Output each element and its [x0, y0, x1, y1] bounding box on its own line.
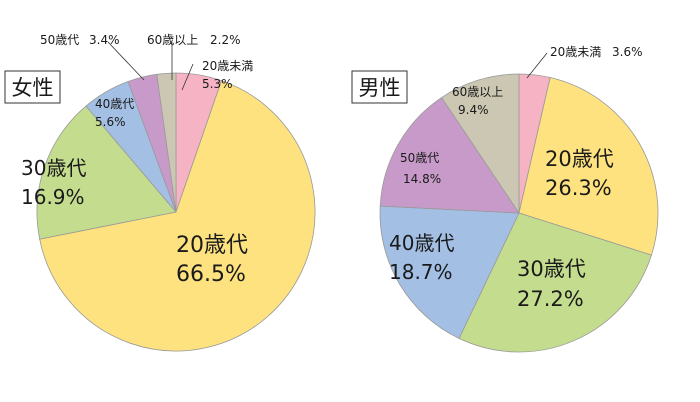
- female-label-20s: 20歳代: [176, 233, 248, 258]
- male-value-60s: 9.4%: [458, 103, 489, 117]
- male-label-50s: 50歳代: [400, 151, 439, 165]
- male-value-20s: 26.3%: [545, 176, 612, 200]
- male-label-60s: 60歳以上: [452, 85, 503, 99]
- male-leader-line-under20: [526, 52, 548, 79]
- female-title-box: [4, 70, 61, 104]
- male-slice-30s: [458, 212, 652, 353]
- male-value-under20: 3.6%: [612, 45, 643, 59]
- female-leader-line-50s: [107, 41, 145, 81]
- female-value-50s: 3.4%: [89, 33, 120, 47]
- male-value-40s: 18.7%: [389, 260, 453, 284]
- male-slice-50s: [379, 96, 520, 214]
- female-pie-chart: 女性 20歳未満 5.3% 20歳代 66.5% 30歳代 16.9% 40歳代…: [4, 33, 316, 352]
- male-slice-60s: [441, 73, 520, 215]
- female-label-60s: 60歳以上: [147, 33, 198, 47]
- female-leader-line-under20: [181, 63, 194, 91]
- male-slice-20s: [518, 77, 659, 256]
- male-title: 男性: [359, 76, 401, 100]
- female-slice-60s: [156, 72, 177, 213]
- male-value-50s: 14.8%: [403, 172, 441, 186]
- male-slice-40s: [379, 205, 520, 339]
- female-label-30s: 30歳代: [21, 156, 86, 180]
- female-value-under20: 5.3%: [202, 77, 233, 91]
- male-label-under20: 20歳未満: [550, 45, 601, 59]
- female-pie: [36, 72, 316, 352]
- female-title: 女性: [12, 76, 54, 100]
- female-slice-30s: [36, 105, 177, 240]
- male-pie-chart: 男性 20歳未満 3.6% 20歳代 26.3% 30歳代 27.2% 40歳代…: [351, 45, 659, 353]
- male-title-box: [351, 70, 408, 104]
- female-value-60s: 2.2%: [210, 33, 241, 47]
- male-label-30s: 30歳代: [517, 257, 586, 281]
- male-value-30s: 27.2%: [517, 287, 584, 311]
- female-value-20s: 66.5%: [176, 262, 246, 287]
- female-slice-20s: [39, 80, 316, 352]
- female-value-30s: 16.9%: [21, 185, 85, 209]
- female-value-40s: 5.6%: [95, 115, 126, 129]
- female-label-under20: 20歳未満: [202, 59, 253, 73]
- male-pie: [379, 73, 659, 353]
- female-label-50s: 50歳代: [40, 33, 79, 47]
- female-label-40s: 40歳代: [95, 97, 134, 111]
- male-label-20s: 20歳代: [545, 147, 614, 171]
- male-label-40s: 40歳代: [389, 231, 454, 255]
